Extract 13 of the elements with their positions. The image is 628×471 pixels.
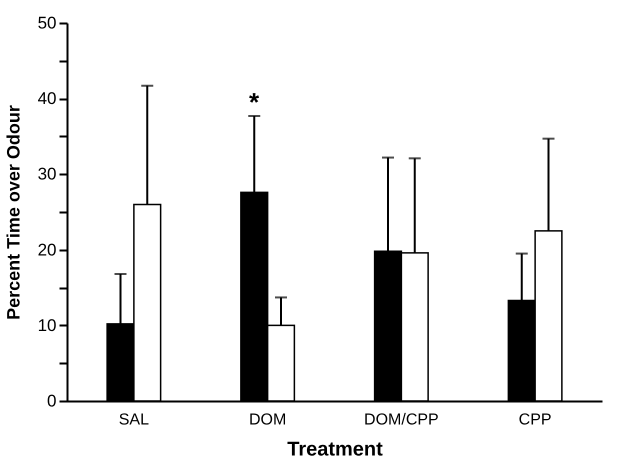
annotation: * bbox=[248, 87, 260, 117]
y-tick-label: 30 bbox=[38, 164, 56, 184]
x-tick-label: CPP bbox=[518, 412, 552, 428]
x-tick-label: SAL bbox=[118, 412, 150, 428]
x-tick-label: DOM bbox=[248, 412, 286, 428]
x-axis-title: Treatment bbox=[287, 438, 384, 460]
x-tick-label: DOM/CPP bbox=[364, 412, 439, 428]
y-tick-label: 40 bbox=[38, 89, 56, 108]
y-tick-label: 50 bbox=[38, 14, 56, 32]
y-axis-title: Percent Time over Odour bbox=[4, 105, 24, 320]
y-tick-label: 10 bbox=[38, 316, 56, 335]
y-tick-label: 0 bbox=[47, 392, 56, 410]
y-tick-label: 20 bbox=[38, 240, 56, 260]
